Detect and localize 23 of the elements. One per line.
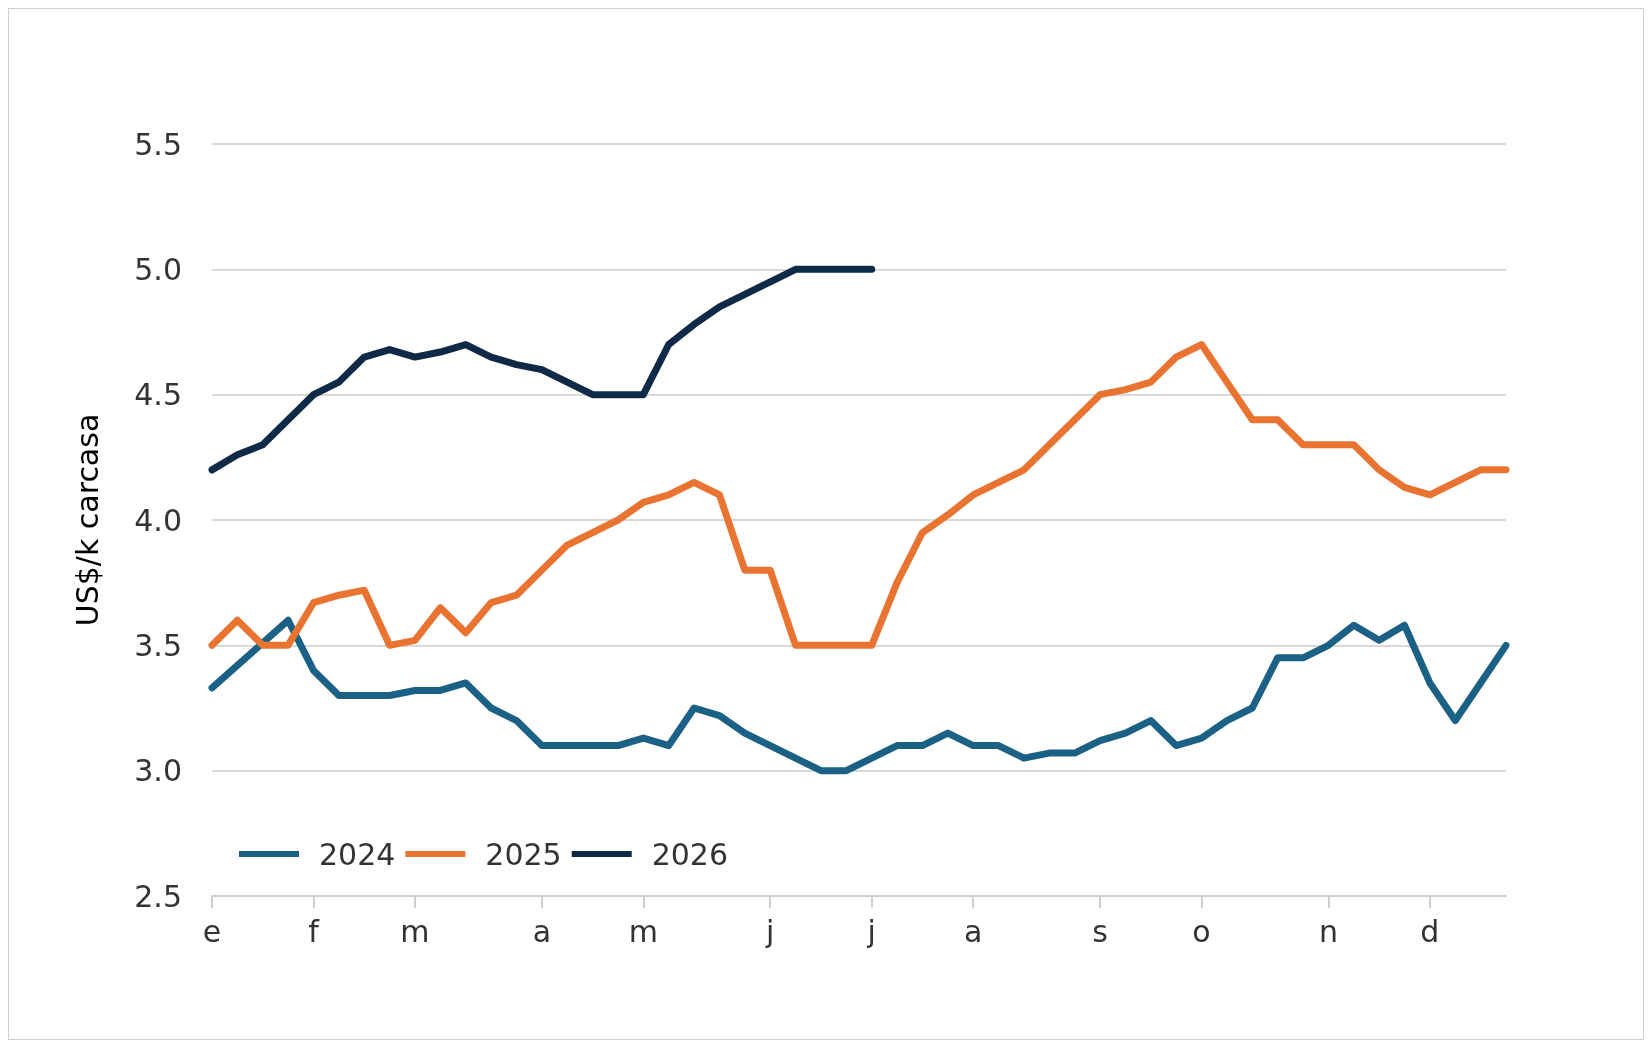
legend-label: 2026 — [651, 836, 729, 872]
x-tick-label: s — [1092, 913, 1108, 949]
y-tick-label: 4.0 — [134, 502, 182, 538]
x-tick-label: j — [866, 913, 876, 949]
y-tick-label: 4.5 — [134, 377, 182, 413]
legend-label: 2025 — [485, 836, 562, 872]
y-tick-label: 5.0 — [134, 251, 182, 287]
x-tick-label: m — [400, 913, 430, 949]
legend-label: 2024 — [319, 836, 396, 872]
x-tick-label: d — [1420, 913, 1440, 949]
x-tick-label: f — [308, 913, 321, 949]
y-tick-label: 3.0 — [134, 753, 182, 789]
x-tick-label: j — [765, 913, 775, 949]
x-tick-label: a — [532, 913, 552, 949]
x-tick-label: m — [628, 913, 658, 949]
x-tick-label: e — [202, 913, 222, 949]
y-tick-label: 5.5 — [134, 126, 182, 162]
y-tick-label: 3.5 — [134, 627, 182, 663]
x-tick-label: o — [1192, 913, 1211, 949]
x-tick-label: a — [963, 913, 983, 949]
x-tick-label: n — [1318, 913, 1338, 949]
y-tick-label: 2.5 — [134, 878, 182, 914]
y-axis-title: US$/k carcasa — [69, 413, 105, 627]
